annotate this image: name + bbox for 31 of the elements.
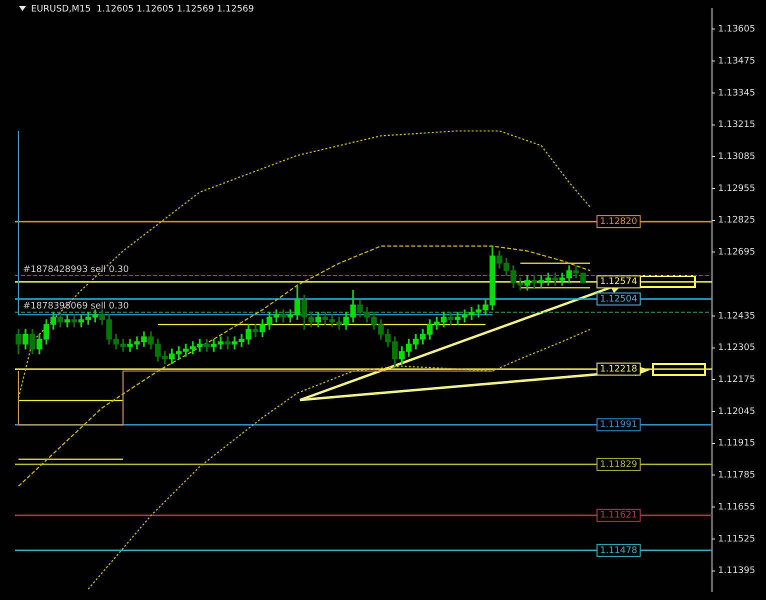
y-tick-label: 1.12175: [718, 374, 756, 385]
y-tick-label: 1.13345: [718, 88, 756, 98]
ref-line-label: 1.11991: [600, 420, 638, 430]
y-tick-label: 1.11655: [718, 502, 756, 512]
y-tick-label: 1.11525: [718, 534, 756, 544]
line-series: [18, 245, 591, 487]
ref-line-label: 1.11478: [600, 546, 638, 556]
ref-line-label: #1878398069 sell 0.30: [23, 302, 130, 312]
ref-line-label: 1.12574: [600, 277, 638, 288]
y-tick-label: 1.13215: [718, 120, 756, 130]
ref-line-label: 1.12218: [600, 364, 638, 374]
y-tick-label: 1.13605: [718, 24, 756, 35]
chart-title: EURUSD,M15 1.12605 1.12605 1.12569 1.12569: [31, 4, 254, 14]
line-series: [88, 328, 591, 590]
ref-line-label: 1.12504: [600, 294, 638, 304]
y-tick-label: 1.12435: [718, 311, 756, 322]
ref-line-label: #1878428993 sell 0.30: [23, 264, 130, 275]
y-tick-label: 1.12825: [718, 216, 756, 226]
ref-line-label: 1.12820: [600, 216, 638, 227]
line-series: [18, 130, 591, 399]
ref-line-label: 1.11621: [600, 510, 638, 521]
y-tick-label: 1.13475: [718, 56, 756, 66]
y-tick-label: 1.12955: [718, 184, 756, 194]
y-tick-label: 1.11395: [718, 566, 756, 576]
y-tick-label: 1.12045: [718, 406, 756, 417]
ref-line-label: 1.11829: [600, 460, 638, 470]
y-tick-label: 1.11785: [718, 470, 756, 481]
y-tick-label: 1.12305: [718, 343, 756, 354]
y-tick-label: 1.11915: [718, 438, 756, 449]
y-tick-label: 1.13085: [718, 152, 756, 162]
y-tick-label: 1.12695: [718, 248, 756, 258]
